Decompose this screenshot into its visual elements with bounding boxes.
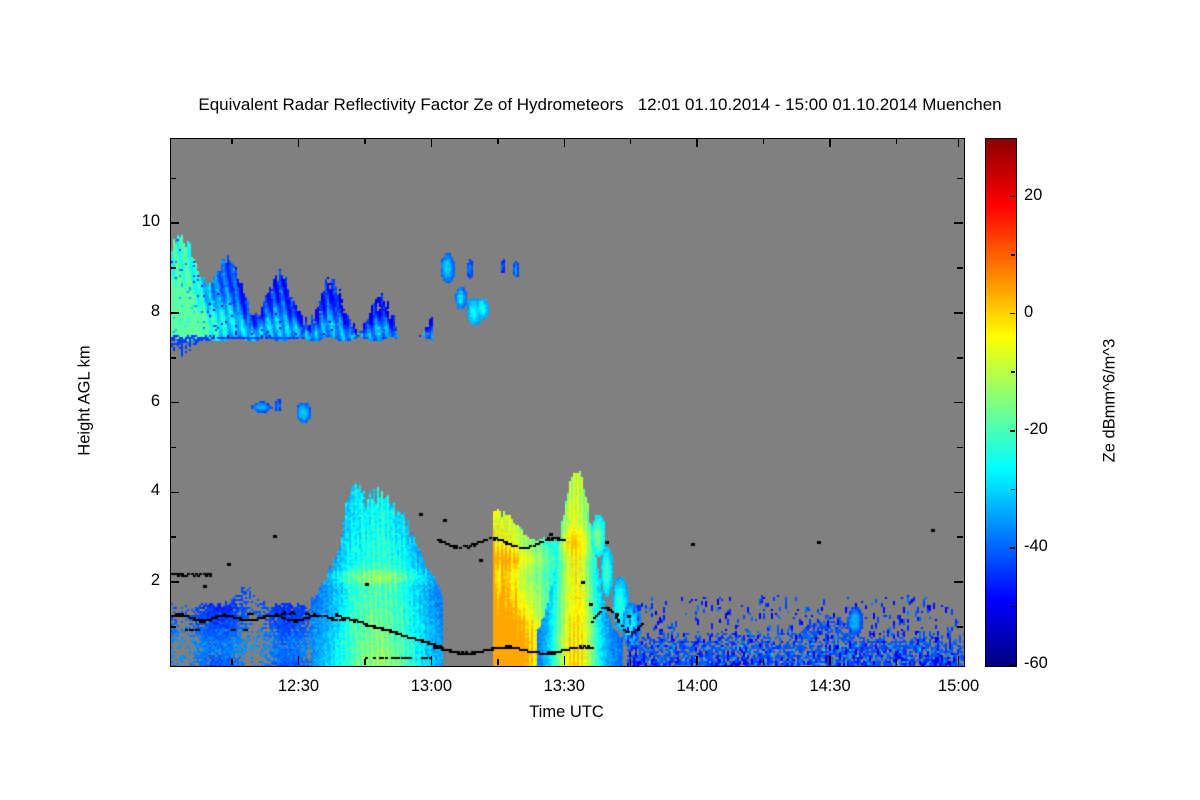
x-axis-label: Time UTC: [529, 703, 604, 721]
y-tick-major-right: [954, 222, 963, 224]
y-tick-major-right: [954, 312, 963, 314]
y-tick-major-right: [954, 581, 963, 583]
colorbar-gradient: [986, 139, 1016, 666]
y-tick-minor: [170, 177, 176, 180]
y-tick-major: [170, 222, 179, 224]
colorbar: [985, 138, 1017, 667]
x-tick-label: 14:30: [809, 677, 851, 695]
x-tick-label: 13:00: [410, 677, 453, 695]
colorbar-label: Ze dBmm^6/m^3: [1100, 338, 1119, 462]
y-tick-minor-right: [957, 446, 963, 449]
y-tick-label: 2: [150, 571, 160, 590]
x-tick-minor-top: [497, 138, 499, 144]
y-tick-major: [170, 401, 179, 404]
x-tick-major-top: [430, 138, 433, 147]
plot-area: [170, 138, 965, 667]
y-tick-major-right: [954, 491, 963, 494]
x-tick-minor-top: [762, 138, 765, 144]
x-tick-major-top: [957, 138, 960, 147]
x-tick-minor-top: [364, 138, 366, 144]
colorbar-tick: [1010, 547, 1015, 549]
colorbar-tick: [1010, 664, 1015, 666]
x-tick-major-top: [829, 138, 831, 147]
colorbar-tick-minor: [1011, 605, 1015, 608]
colorbar-tick-minor: [1011, 254, 1015, 256]
x-tick-minor: [629, 659, 632, 665]
x-tick-minor: [364, 659, 366, 665]
colorbar-tick-label: -40: [1024, 536, 1048, 555]
page-title: Equivalent Radar Reflectivity Factor Ze …: [198, 95, 1002, 114]
y-tick-minor-right: [957, 357, 963, 359]
x-tick-minor: [895, 659, 898, 665]
y-tick-minor: [170, 536, 176, 538]
y-tick-minor-right: [957, 267, 963, 269]
x-tick-label: 13:30: [543, 677, 585, 695]
x-tick-major: [696, 656, 698, 665]
y-tick-minor: [170, 446, 176, 449]
y-tick-major-right: [954, 401, 963, 404]
x-tick-major: [829, 656, 831, 665]
x-tick-minor: [762, 659, 765, 665]
colorbar-tick: [1010, 312, 1015, 315]
y-axis-label: Height AGL km: [75, 344, 94, 456]
y-tick-minor: [170, 267, 176, 269]
colorbar-tick: [1010, 195, 1015, 198]
colorbar-tick-minor: [1011, 488, 1015, 491]
x-tick-major-top: [563, 138, 566, 147]
y-tick-minor: [170, 626, 176, 628]
y-tick-label: 4: [150, 481, 160, 500]
y-tick-label: 6: [150, 391, 160, 410]
x-tick-major-top: [696, 138, 698, 147]
x-tick-label: 15:00: [937, 677, 980, 695]
colorbar-tick-label: 20: [1024, 185, 1043, 204]
y-tick-major: [170, 581, 179, 583]
y-tick-minor-right: [957, 177, 963, 180]
x-tick-major: [430, 656, 433, 665]
radar-heatmap: [171, 139, 964, 666]
x-tick-label: 14:00: [676, 677, 718, 695]
x-tick-label: 12:30: [277, 677, 320, 695]
y-tick-minor-right: [957, 536, 963, 538]
x-tick-minor-top: [895, 138, 898, 144]
x-tick-major: [563, 656, 566, 665]
y-tick-minor: [170, 357, 176, 359]
x-tick-minor: [231, 659, 233, 665]
x-tick-major-top: [297, 138, 300, 147]
y-tick-minor-right: [957, 626, 963, 628]
colorbar-tick-label: 0: [1024, 302, 1034, 321]
y-tick-label: 10: [141, 212, 160, 231]
y-tick-major: [170, 491, 179, 494]
x-tick-minor: [497, 659, 499, 665]
colorbar-tick-minor: [1011, 371, 1015, 373]
x-tick-minor-top: [231, 138, 233, 144]
x-tick-major: [957, 656, 960, 665]
colorbar-tick-label: -60: [1024, 654, 1048, 672]
x-tick-minor-top: [629, 138, 632, 144]
x-tick-major: [297, 656, 300, 665]
y-tick-major: [170, 312, 179, 314]
colorbar-tick-label: -20: [1024, 419, 1048, 438]
y-tick-label: 8: [150, 301, 160, 320]
colorbar-tick: [1010, 430, 1015, 432]
